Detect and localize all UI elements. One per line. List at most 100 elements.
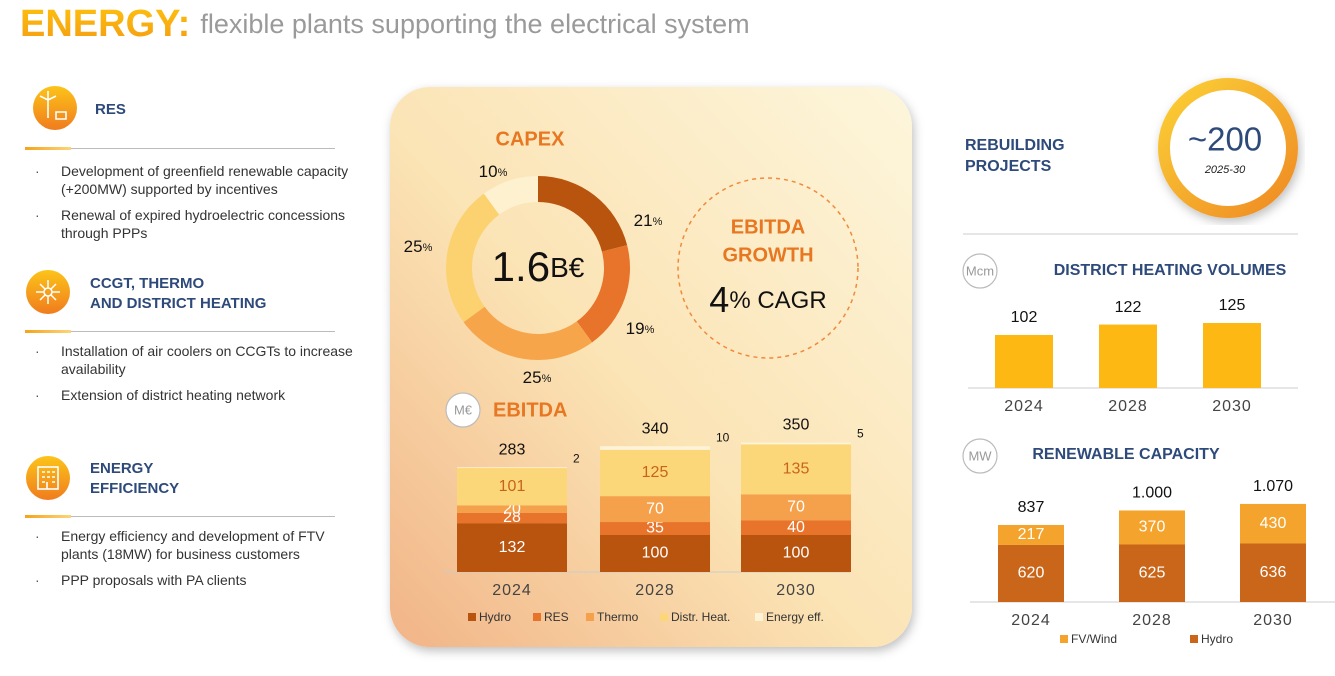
bar-segment [741, 520, 851, 535]
x-tick-label: 2024 [492, 582, 532, 599]
bullet: Renewal of expired hydroelectric concess… [35, 206, 355, 242]
bar-label: 370 [1139, 519, 1166, 536]
bar-label: 217 [1018, 526, 1045, 543]
header: ENERGY: flexible plants supporting the el… [20, 3, 750, 45]
x-tick-label: 2030 [1253, 612, 1293, 629]
legend-swatch [533, 613, 541, 621]
growth-value: 4% CAGR [709, 279, 826, 320]
center-unit: B€ [550, 252, 585, 283]
bar-segment [457, 523, 567, 572]
x-tick-label: 2030 [776, 582, 816, 599]
bar-segment [600, 535, 710, 572]
bar-segment [1240, 503, 1306, 544]
unit-badge [962, 438, 998, 474]
donut-label-unit: % [542, 373, 552, 385]
bar-label: 636 [1260, 564, 1287, 581]
section-title: RES [95, 100, 126, 120]
section-title-line: AND DISTRICT HEATING [90, 295, 267, 312]
chart-title: CAPEX [496, 128, 566, 150]
growth-title: EBITDA [731, 216, 805, 238]
bullet: Extension of district heating network [35, 386, 355, 404]
bar-segment [600, 446, 710, 450]
bar-label: 122 [1115, 299, 1142, 316]
x-tick-label: 2028 [1108, 398, 1148, 415]
section-title-line: RES [95, 101, 126, 118]
bar-label: 35 [646, 520, 664, 537]
bar-label: 430 [1260, 515, 1287, 532]
donut-label: 21% [634, 211, 663, 230]
bar-label: 135 [783, 461, 810, 478]
bar-label: 5 [857, 427, 864, 441]
rebuilding-label: PROJECTS [965, 158, 1052, 175]
bar-label: 2 [573, 451, 580, 465]
bullet: Installation of air coolers on CCGTs to … [35, 342, 355, 378]
bullets: Installation of air coolers on CCGTs to … [35, 342, 355, 412]
donut-label: 25% [523, 368, 552, 387]
bar [995, 334, 1053, 388]
bar-label: 101 [499, 478, 526, 495]
x-tick-label: 2028 [1132, 612, 1172, 629]
section-title: ENERGY EFFICIENCY [90, 459, 179, 499]
section-title-line: CCGT, THERMO [90, 275, 205, 292]
rebuilding-value: ~200 [1188, 121, 1262, 158]
x-tick-label: 2024 [1004, 398, 1044, 415]
growth-number: 4 [709, 279, 729, 320]
bar-label: 102 [1011, 309, 1038, 326]
bar-label: 70 [787, 498, 805, 515]
bar-segment [600, 449, 710, 497]
donut-label-value: 10 [479, 162, 498, 181]
donut-label-unit: % [423, 242, 433, 254]
bar-label: 132 [499, 539, 526, 556]
unit-badge-label: M€ [454, 402, 473, 417]
legend-swatch [1190, 635, 1198, 643]
bar [1203, 323, 1261, 388]
section-title: CCGT, THERMO AND DISTRICT HEATING [90, 274, 266, 314]
donut-label-value: 19 [626, 319, 645, 338]
bar-segment [998, 544, 1064, 602]
growth-unit: % CAGR [729, 287, 826, 314]
donut-label-unit: % [498, 167, 508, 179]
bar-label: 10 [716, 430, 730, 444]
icon-ccgt [26, 270, 70, 314]
bar-segment [998, 524, 1064, 545]
total-label: 350 [783, 417, 810, 434]
section-rule [25, 147, 335, 150]
donut-label-value: 25 [404, 237, 423, 256]
total-label: 283 [499, 442, 526, 459]
donut-segment [483, 176, 538, 215]
icon-res [33, 86, 77, 130]
x-tick-label: 2028 [635, 582, 675, 599]
donut-label: 10% [479, 162, 508, 181]
section-title-line: ENERGY [90, 460, 154, 477]
bullet: Development of greenfield renewable capa… [35, 162, 355, 198]
bar-segment [741, 442, 851, 445]
legend-label: Distr. Heat. [671, 610, 730, 624]
legend-label: Hydro [479, 610, 511, 624]
donut-label: 25% [404, 237, 433, 256]
unit-badge-label: Mcm [966, 263, 994, 278]
bar-label: 100 [783, 545, 810, 562]
donut-label: 19% [626, 319, 655, 338]
chart-title: EBITDA [493, 399, 567, 421]
donut-segment [463, 306, 593, 360]
bar-segment [1119, 544, 1185, 602]
bullet: Energy efficiency and development of FTV… [35, 527, 355, 563]
donut-label-unit: % [653, 216, 663, 228]
bullet: PPP proposals with PA clients [35, 571, 355, 589]
total-label: 1.070 [1253, 478, 1293, 495]
x-tick-label: 2024 [1011, 612, 1051, 629]
legend-swatch [468, 613, 476, 621]
total-label: 837 [1018, 499, 1045, 516]
legend-label: Hydro [1201, 632, 1233, 646]
bar-segment [741, 444, 851, 495]
legend-swatch [586, 613, 594, 621]
unit-badge [445, 392, 481, 428]
growth-title: GROWTH [722, 244, 813, 266]
bullets: Energy efficiency and development of FTV… [35, 527, 355, 597]
bar-segment [457, 468, 567, 506]
donut-label-value: 25 [523, 368, 542, 387]
legend-swatch [755, 613, 763, 621]
section-title-line: EFFICIENCY [90, 480, 180, 497]
bar-label: 625 [1139, 564, 1166, 581]
